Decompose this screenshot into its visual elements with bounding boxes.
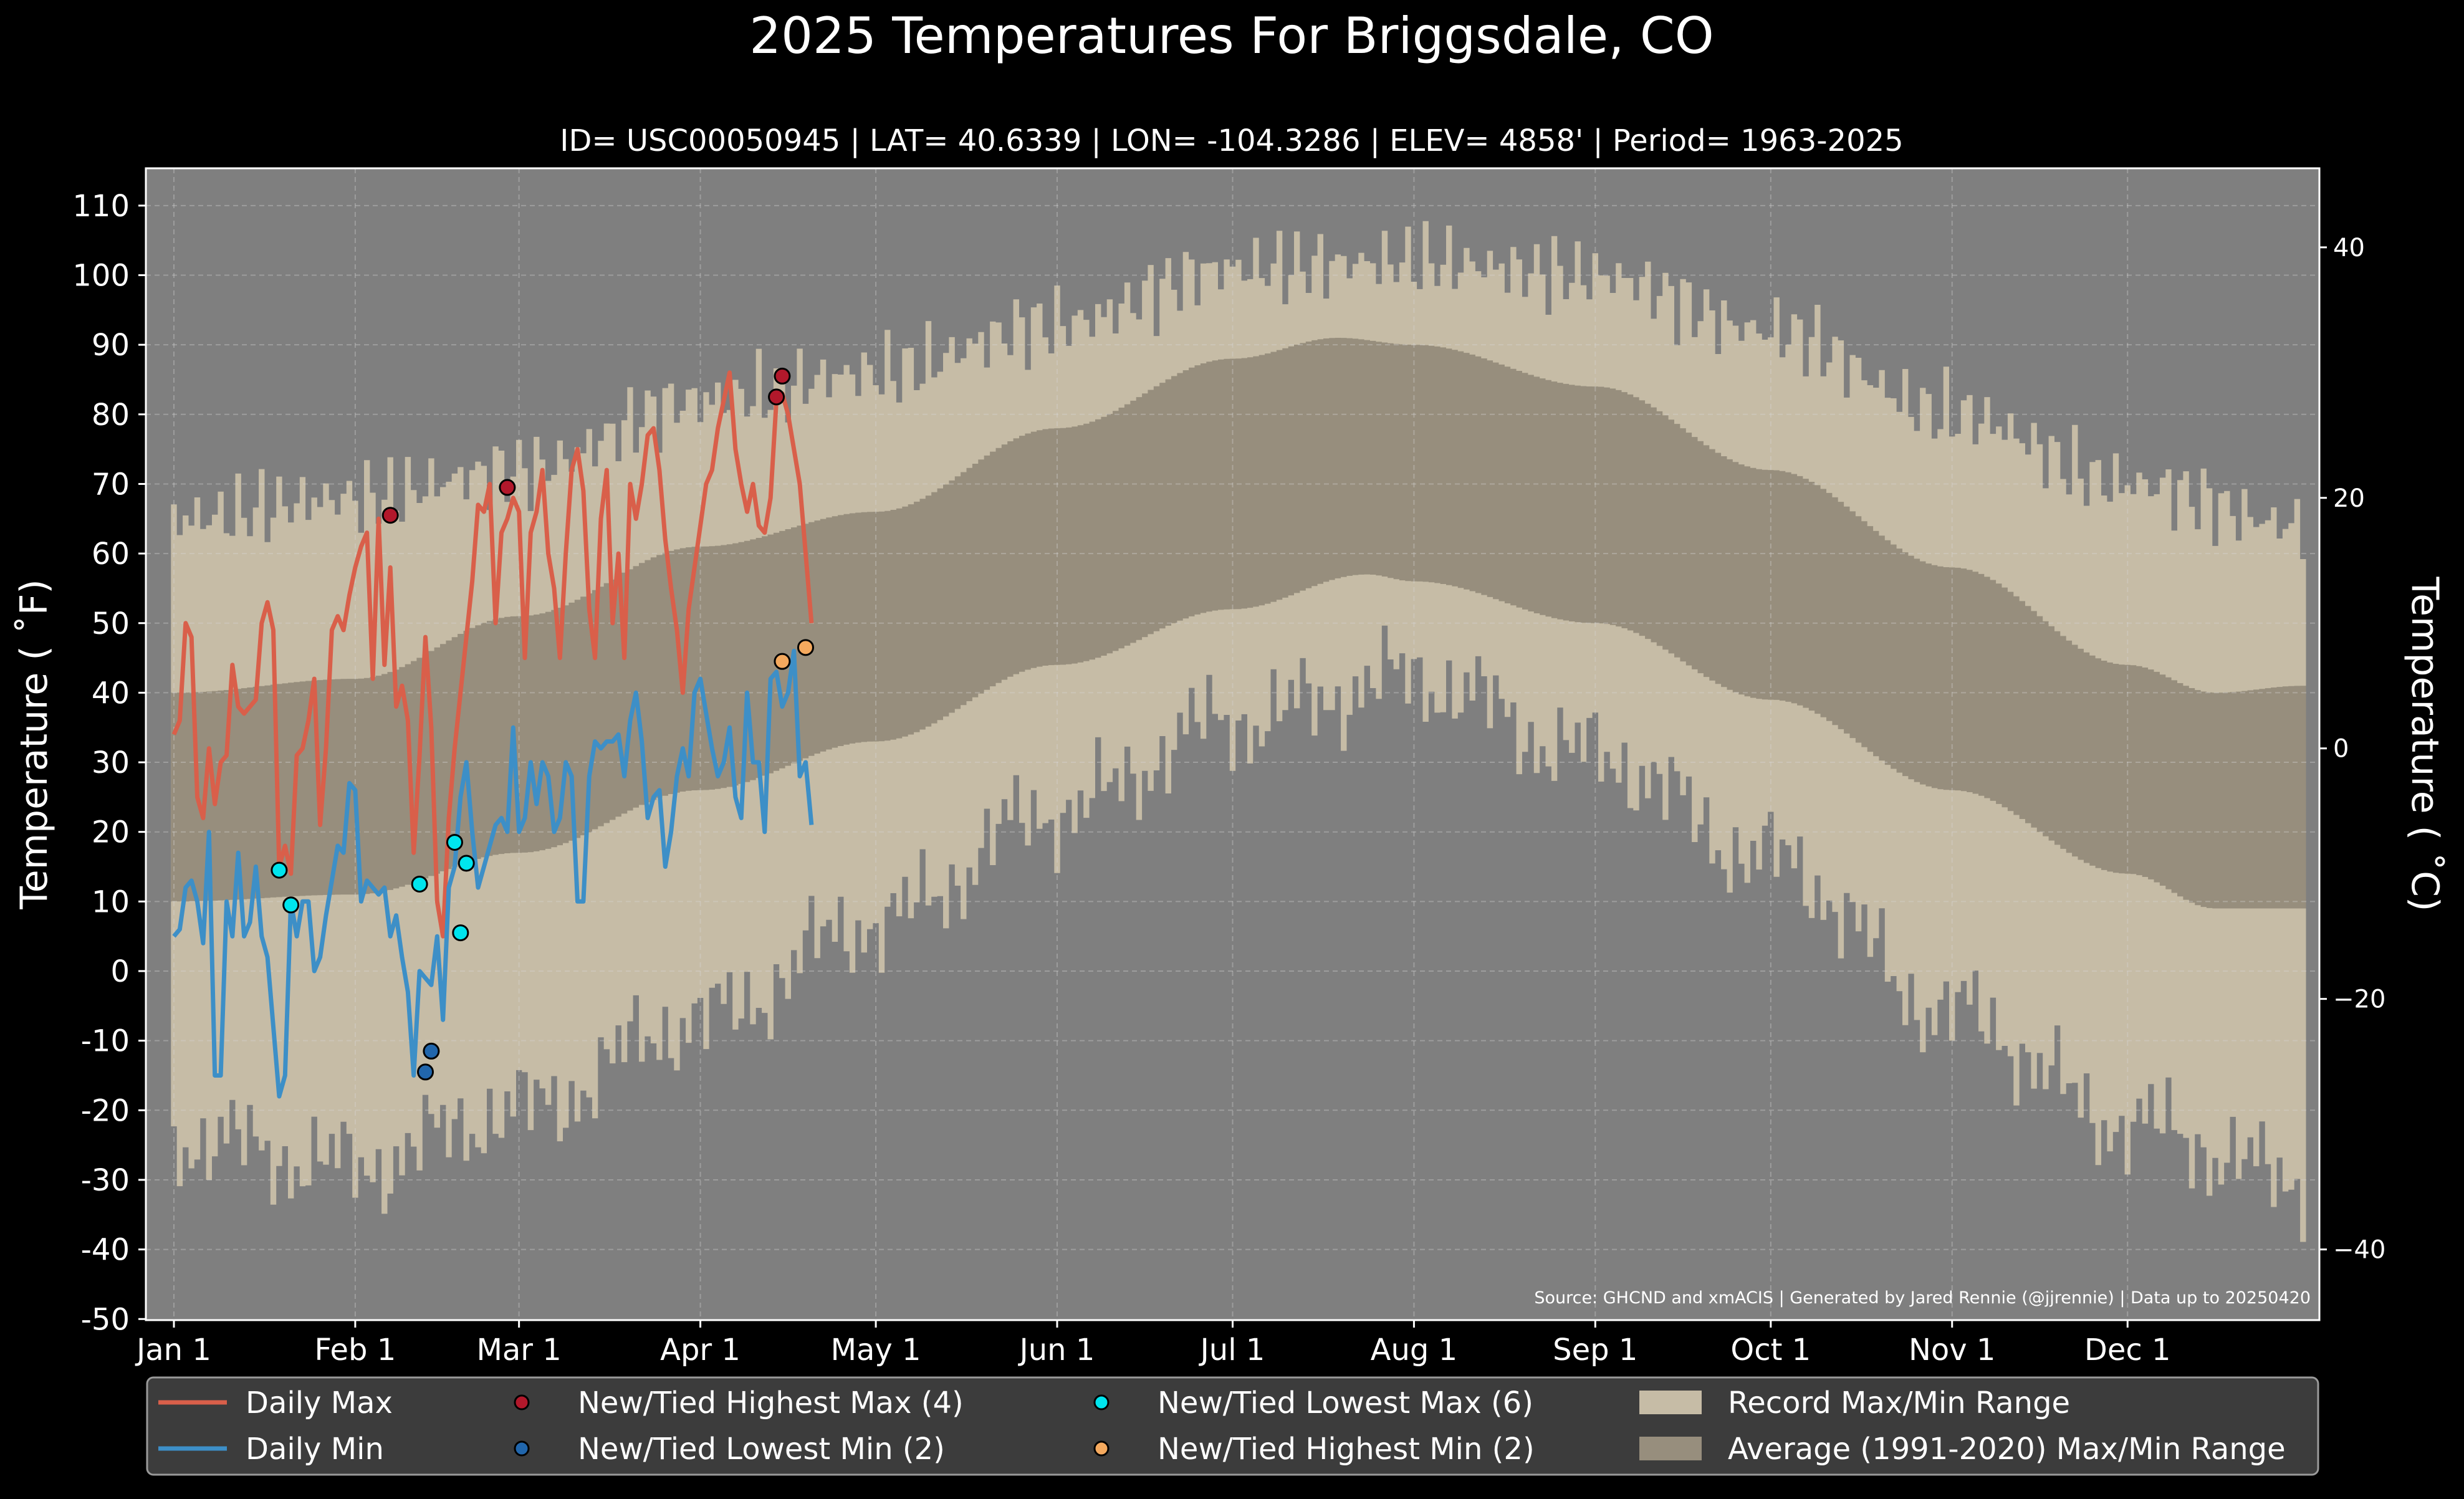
legend-swatch-patch bbox=[1639, 1437, 1702, 1460]
y-tick-label: 50 bbox=[92, 606, 130, 641]
y-tick-label: 10 bbox=[92, 884, 130, 919]
x-tick-label: Mar 1 bbox=[476, 1333, 561, 1367]
x-tick-label: Jul 1 bbox=[1199, 1333, 1265, 1367]
x-tick-label: Oct 1 bbox=[1730, 1333, 1811, 1367]
y-tick-label: 30 bbox=[92, 745, 130, 780]
y-tick-label: 40 bbox=[92, 676, 130, 711]
record-marker-highest-max bbox=[499, 479, 516, 496]
legend-label: Daily Max bbox=[246, 1386, 393, 1420]
y-tick-label: -10 bbox=[81, 1024, 130, 1059]
record-marker-lowest-min bbox=[417, 1063, 434, 1081]
legend-label: New/Tied Lowest Max (6) bbox=[1158, 1386, 1533, 1420]
legend-label: New/Tied Highest Min (2) bbox=[1158, 1432, 1535, 1467]
record-marker-highest-max bbox=[768, 388, 785, 406]
record-marker-highest-max bbox=[381, 507, 399, 524]
legend-label: New/Tied Highest Max (4) bbox=[578, 1386, 964, 1420]
y2-tick-label: 40 bbox=[2333, 234, 2365, 262]
record-marker-highest-min bbox=[797, 639, 814, 656]
y2-tick-label: −20 bbox=[2333, 985, 2385, 1014]
x-tick-label: Sep 1 bbox=[1553, 1333, 1637, 1367]
legend: Daily Max Daily Min New/Tied Highest Max (… bbox=[146, 1376, 2319, 1476]
record-marker-lowest-max bbox=[452, 924, 469, 942]
y-tick-label: -50 bbox=[81, 1302, 130, 1337]
y-tick-label: 110 bbox=[72, 189, 130, 224]
record-marker-lowest-max bbox=[446, 833, 463, 851]
chart-subtitle: ID= USC00050945 | LAT= 40.6339 | LON= -1… bbox=[560, 123, 1903, 158]
daily-min-line bbox=[172, 648, 814, 1099]
legend-label: Record Max/Min Range bbox=[1728, 1386, 2070, 1420]
x-tick-label: Aug 1 bbox=[1371, 1333, 1458, 1367]
record-markers bbox=[271, 367, 814, 1081]
record-marker-highest-min bbox=[774, 653, 791, 670]
y-tick-label: 20 bbox=[92, 815, 130, 850]
y-tick-label: 80 bbox=[92, 398, 130, 433]
legend-label: Average (1991-2020) Max/Min Range bbox=[1728, 1432, 2286, 1467]
source-note: Source: GHCND and xmACIS | Generated by … bbox=[1534, 1288, 2311, 1308]
y-tick-label: 0 bbox=[110, 954, 130, 989]
x-tick-label: Apr 1 bbox=[660, 1333, 741, 1367]
chart-title: 2025 Temperatures For Briggsdale, CO bbox=[749, 7, 1714, 65]
record-marker-lowest-max bbox=[458, 855, 475, 872]
record-marker-lowest-max bbox=[411, 875, 428, 893]
x-tick-label: Jan 1 bbox=[135, 1333, 211, 1367]
x-tick-label: May 1 bbox=[831, 1333, 921, 1367]
y-tick-label: 70 bbox=[92, 467, 130, 502]
y-axis-right-label: Temperature ( ˚C) bbox=[2403, 577, 2447, 912]
x-tick-label: Dec 1 bbox=[2084, 1333, 2171, 1367]
y-tick-label: 90 bbox=[92, 328, 130, 363]
y-tick-label: 100 bbox=[72, 259, 130, 294]
legend-label: New/Tied Lowest Min (2) bbox=[578, 1432, 945, 1467]
y-axis-left-label: Temperature ( ˚F) bbox=[12, 579, 56, 910]
y2-tick-label: −40 bbox=[2333, 1236, 2385, 1265]
y2-tick-label: 0 bbox=[2333, 735, 2349, 764]
y-tick-label: 60 bbox=[92, 537, 130, 572]
record-marker-lowest-max bbox=[271, 861, 288, 879]
x-tick-label: Feb 1 bbox=[315, 1333, 396, 1367]
y-tick-label: -30 bbox=[81, 1163, 130, 1198]
legend-box bbox=[146, 1376, 2319, 1476]
legend-swatch-patch bbox=[1639, 1391, 1702, 1414]
y-tick-label: -20 bbox=[81, 1093, 130, 1128]
legend-swatch-dot bbox=[1093, 1440, 1110, 1457]
x-axis: Jan 1 Feb 1 Mar 1 Apr 1 May 1 Jun 1 Jul 1 Aug 1… bbox=[135, 1320, 2171, 1367]
legend-swatch-dot bbox=[514, 1440, 530, 1457]
x-tick-label: Nov 1 bbox=[1909, 1333, 1995, 1367]
legend-swatch-dot bbox=[1093, 1394, 1110, 1410]
record-marker-lowest-min bbox=[423, 1042, 440, 1060]
y-tick-label: -40 bbox=[81, 1233, 130, 1268]
legend-swatch-dot bbox=[514, 1394, 530, 1410]
record-marker-lowest-max bbox=[282, 896, 300, 914]
record-marker-highest-max bbox=[774, 367, 791, 385]
y2-tick-label: 20 bbox=[2333, 484, 2365, 513]
average-range-band bbox=[171, 338, 2306, 909]
legend-label: Daily Min bbox=[246, 1432, 384, 1467]
y-axis-right: 40 20 0 −20 −40 bbox=[2319, 234, 2385, 1265]
x-tick-label: Jun 1 bbox=[1018, 1333, 1095, 1367]
